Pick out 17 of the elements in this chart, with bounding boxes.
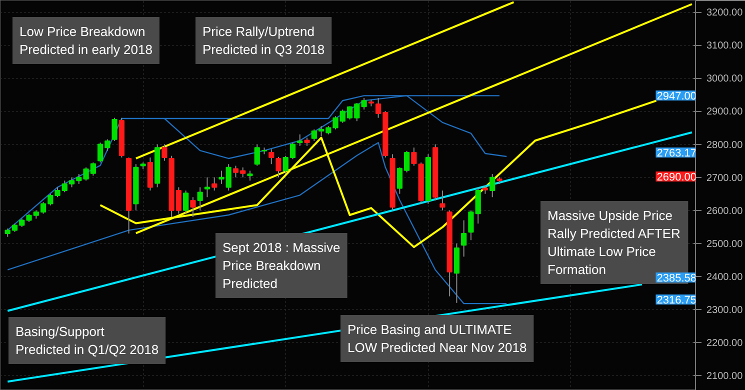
annotation: Price Basing and ULTIMATE LOW Predicted Near Nov 2018	[348, 322, 527, 355]
y-tick-label: 3000.00	[706, 74, 744, 85]
y-tick-label: 2200.00	[706, 338, 744, 350]
annotation: Sept 2018 : Massive Price Breakdown Predicted	[222, 240, 340, 291]
y-tick-label: 2500.00	[706, 238, 744, 250]
y-tick-label: 3200.00	[706, 8, 744, 19]
annotation: Basing/Support Predicted in Q1/Q2 2018	[16, 324, 159, 357]
annotation: Low Price Breakdown Predicted in early 2018	[20, 24, 152, 57]
y-tick-label: 2300.00	[706, 305, 744, 316]
annotation: Price Rally/Uptrend Predicted in Q3 2018	[202, 24, 325, 57]
y-tick-label: 2400.00	[706, 272, 744, 283]
y-tick-label: 2800.00	[706, 140, 744, 151]
y-tick-label: 2700.00	[706, 172, 744, 184]
y-tick-label: 3100.00	[706, 40, 744, 52]
y-tick-label: 2100.00	[706, 371, 744, 382]
y-tick-label: 2600.00	[706, 206, 744, 217]
y-tick-label: 2900.00	[706, 106, 744, 118]
